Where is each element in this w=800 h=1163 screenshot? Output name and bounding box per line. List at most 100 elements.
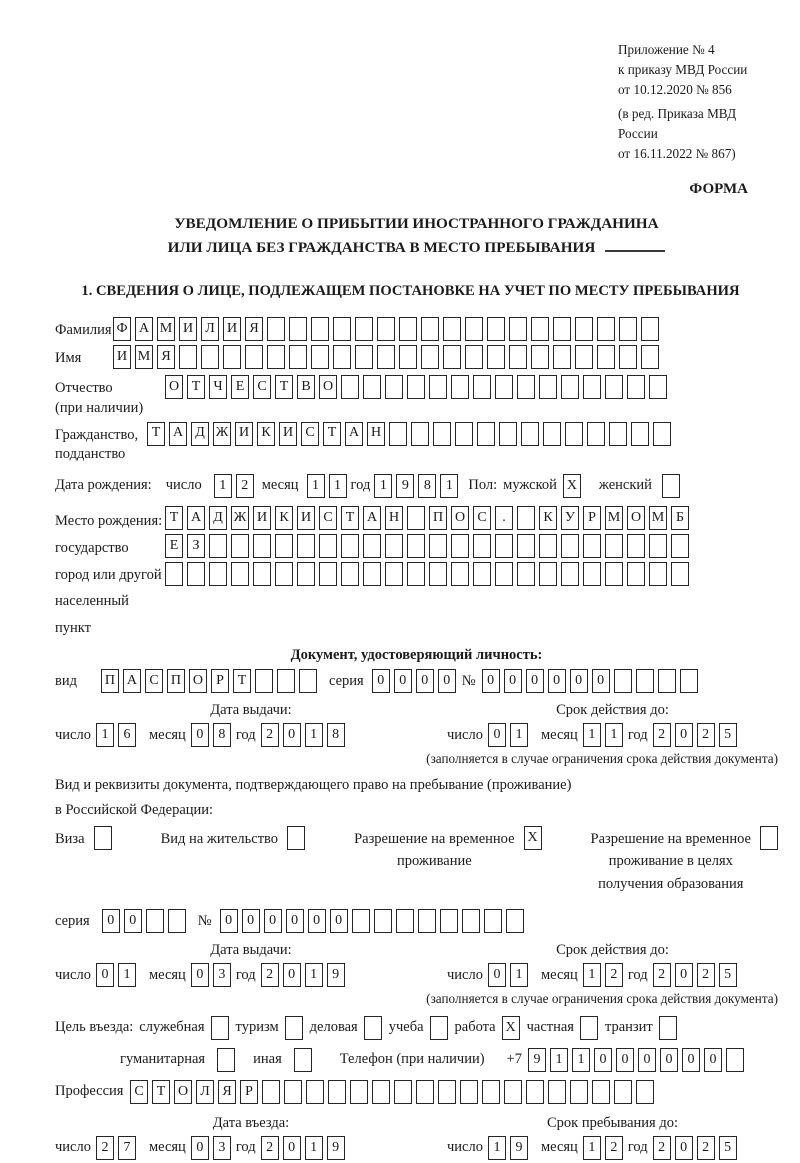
- char-cell[interactable]: [333, 345, 351, 370]
- char-cell[interactable]: 1: [374, 473, 393, 498]
- char-cell[interactable]: [597, 317, 615, 342]
- char-cell[interactable]: М: [157, 317, 175, 342]
- char-cell[interactable]: М: [649, 505, 667, 530]
- char-cell[interactable]: [539, 533, 557, 558]
- char-cell[interactable]: [495, 375, 513, 400]
- char-cell[interactable]: [223, 345, 241, 370]
- char-cell[interactable]: 5: [718, 723, 737, 748]
- char-cell[interactable]: П: [100, 669, 119, 694]
- char-cell[interactable]: [395, 909, 414, 934]
- char-cell[interactable]: [619, 317, 637, 342]
- char-cell[interactable]: [245, 345, 263, 370]
- char-cell[interactable]: 0: [123, 909, 142, 934]
- char-cell[interactable]: [487, 345, 505, 370]
- char-cell[interactable]: 2: [696, 1136, 715, 1161]
- char-cell[interactable]: 2: [260, 723, 279, 748]
- char-cell[interactable]: [253, 533, 271, 558]
- char-cell[interactable]: М: [135, 345, 153, 370]
- char-cell[interactable]: 0: [241, 909, 260, 934]
- char-cell[interactable]: 9: [509, 1136, 528, 1161]
- char-cell[interactable]: О: [451, 505, 469, 530]
- char-cell[interactable]: С: [253, 375, 271, 400]
- char-cell[interactable]: [319, 533, 337, 558]
- char-cell[interactable]: С: [144, 669, 163, 694]
- char-cell[interactable]: [429, 561, 447, 586]
- char-cell[interactable]: 1: [487, 1136, 506, 1161]
- char-cell[interactable]: [341, 533, 359, 558]
- char-cell[interactable]: [575, 317, 593, 342]
- char-cell[interactable]: 0: [487, 963, 506, 988]
- char-cell[interactable]: [583, 375, 601, 400]
- char-cell[interactable]: 0: [674, 963, 693, 988]
- char-cell[interactable]: 2: [652, 963, 671, 988]
- char-cell[interactable]: И: [113, 345, 131, 370]
- char-cell[interactable]: [561, 375, 579, 400]
- char-cell[interactable]: [311, 317, 329, 342]
- char-cell[interactable]: [553, 317, 571, 342]
- char-cell[interactable]: [231, 561, 249, 586]
- char-cell[interactable]: [517, 505, 535, 530]
- char-cell[interactable]: 0: [371, 669, 390, 694]
- char-cell[interactable]: [298, 669, 317, 694]
- char-cell[interactable]: [377, 345, 395, 370]
- char-cell[interactable]: 0: [190, 723, 209, 748]
- char-cell[interactable]: [377, 317, 395, 342]
- male-checkbox-cell[interactable]: X: [562, 473, 581, 498]
- char-cell[interactable]: О: [165, 375, 183, 400]
- char-cell[interactable]: [373, 909, 392, 934]
- char-cell[interactable]: [165, 561, 183, 586]
- char-cell[interactable]: Д: [191, 421, 209, 446]
- char-cell[interactable]: 0: [703, 1047, 722, 1072]
- char-cell[interactable]: [509, 345, 527, 370]
- char-cell[interactable]: 1: [571, 1047, 590, 1072]
- char-cell[interactable]: И: [253, 505, 271, 530]
- char-cell[interactable]: [275, 561, 293, 586]
- char-cell[interactable]: 0: [503, 669, 522, 694]
- char-cell[interactable]: [649, 533, 667, 558]
- char-cell[interactable]: [433, 421, 451, 446]
- char-cell[interactable]: Т: [187, 375, 205, 400]
- char-cell[interactable]: Р: [210, 669, 229, 694]
- transit-checkbox-cell[interactable]: [658, 1015, 677, 1040]
- char-cell[interactable]: .: [495, 505, 513, 530]
- char-cell[interactable]: У: [561, 505, 579, 530]
- char-cell[interactable]: [363, 533, 381, 558]
- char-cell[interactable]: Т: [152, 1079, 170, 1104]
- char-cell[interactable]: 0: [525, 669, 544, 694]
- char-cell[interactable]: [531, 345, 549, 370]
- char-cell[interactable]: 1: [582, 723, 601, 748]
- char-cell[interactable]: 1: [328, 473, 347, 498]
- char-cell[interactable]: 0: [282, 1136, 301, 1161]
- temp-residence-checkbox-cell[interactable]: X: [523, 825, 542, 850]
- char-cell[interactable]: [627, 533, 645, 558]
- char-cell[interactable]: Я: [157, 345, 175, 370]
- char-cell[interactable]: [443, 345, 461, 370]
- title-blank-line[interactable]: [605, 236, 666, 252]
- char-cell[interactable]: Т: [323, 421, 341, 446]
- char-cell[interactable]: 5: [718, 1136, 737, 1161]
- char-cell[interactable]: 8: [326, 723, 345, 748]
- char-cell[interactable]: [284, 1079, 302, 1104]
- char-cell[interactable]: [385, 533, 403, 558]
- char-cell[interactable]: [289, 317, 307, 342]
- char-cell[interactable]: [521, 421, 539, 446]
- char-cell[interactable]: 0: [190, 963, 209, 988]
- work-checkbox-cell[interactable]: X: [501, 1015, 520, 1040]
- char-cell[interactable]: [363, 561, 381, 586]
- char-cell[interactable]: С: [319, 505, 337, 530]
- study-checkbox-cell[interactable]: [429, 1015, 448, 1040]
- char-cell[interactable]: Т: [232, 669, 251, 694]
- char-cell[interactable]: [725, 1047, 744, 1072]
- char-cell[interactable]: [553, 345, 571, 370]
- char-cell[interactable]: [145, 909, 164, 934]
- char-cell[interactable]: 2: [652, 1136, 671, 1161]
- char-cell[interactable]: 0: [481, 669, 500, 694]
- char-cell[interactable]: 0: [190, 1136, 209, 1161]
- char-cell[interactable]: 1: [304, 1136, 323, 1161]
- char-cell[interactable]: 2: [696, 963, 715, 988]
- char-cell[interactable]: [483, 909, 502, 934]
- char-cell[interactable]: [341, 375, 359, 400]
- char-cell[interactable]: [641, 345, 659, 370]
- char-cell[interactable]: Т: [275, 375, 293, 400]
- visa-checkbox-cell[interactable]: [93, 825, 112, 850]
